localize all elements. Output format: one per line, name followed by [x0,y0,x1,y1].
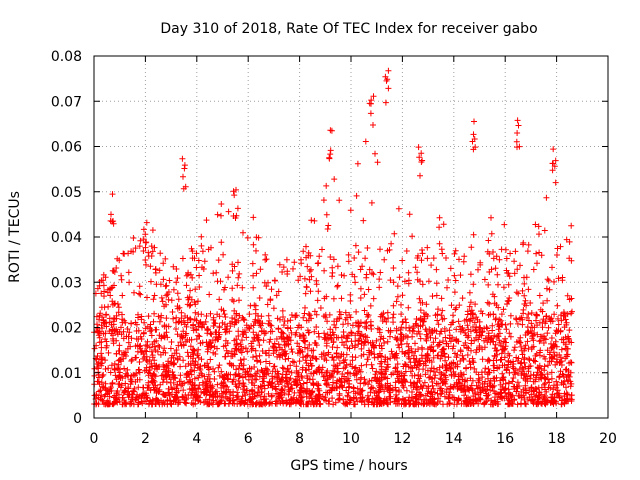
x-tick-label: 10 [342,431,360,447]
axis-ticks: 0 2 4 6 8 10 12 14 16 18 20 0 0.01 0.02 0.03 0.04 0.05 0.… [51,49,617,447]
x-tick-label: 6 [244,431,253,447]
x-tick-label: 18 [548,431,566,447]
y-tick-label: 0.05 [51,185,82,201]
x-axis-label: GPS time / hours [290,458,407,474]
x-tick-label: 14 [445,431,463,447]
y-tick-label: 0.06 [51,140,82,156]
x-tick-label: 20 [599,431,617,447]
x-tick-label: 0 [90,431,99,447]
y-axis-label: ROTI / TECUs [7,191,23,283]
chart-title: Day 310 of 2018, Rate Of TEC Index for r… [160,21,537,37]
y-tick-label: 0.07 [51,94,82,110]
y-tick-label: 0 [73,411,82,427]
y-tick-label: 0.08 [51,49,82,65]
x-tick-label: 2 [141,431,150,447]
x-tick-label: 16 [496,431,514,447]
x-tick-label: 4 [192,431,201,447]
y-tick-label: 0.01 [51,366,82,382]
x-tick-label: 8 [295,431,304,447]
roti-series-markers [91,67,575,408]
x-tick-label: 12 [393,431,411,447]
y-tick-label: 0.02 [51,321,82,337]
y-tick-label: 0.04 [51,230,82,246]
y-tick-label: 0.03 [51,275,82,291]
data-points [91,67,575,408]
